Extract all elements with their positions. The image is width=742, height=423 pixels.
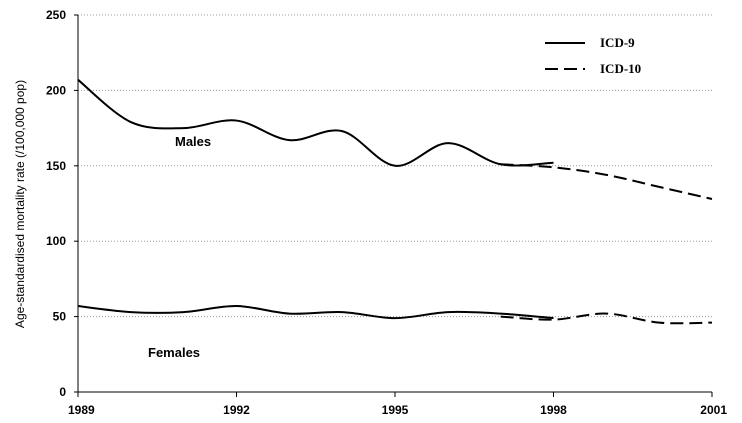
- legend-label-icd10: ICD-10: [600, 61, 641, 76]
- ticks-layer: 0 50 100 150 200 250 1989 1992 1995 1998 2001: [46, 8, 727, 417]
- series-line-females-icd9: [77, 305, 554, 320]
- annotation-females: Females: [148, 345, 200, 360]
- y-axis-title: Age-standardised mortality rate (/100,00…: [13, 80, 27, 328]
- x-tick-label: 1989: [68, 403, 95, 417]
- series-layer: [77, 79, 713, 325]
- series-line-females-icd10: [500, 312, 713, 325]
- series-line-males-icd10: [500, 163, 713, 200]
- x-tick-label: 1992: [223, 403, 250, 417]
- y-tick-label: 150: [46, 159, 66, 173]
- x-tick-label: 1998: [540, 403, 567, 417]
- x-tick-label: 2001: [700, 403, 727, 417]
- legend-label-icd9: ICD-9: [600, 35, 635, 50]
- annotation-males: Males: [175, 134, 211, 149]
- y-tick-label: 250: [46, 8, 66, 22]
- y-tick-label: 200: [46, 83, 66, 97]
- y-tick-label: 50: [53, 310, 67, 324]
- y-tick-label: 0: [59, 385, 66, 399]
- series-line-males-icd9: [77, 79, 554, 167]
- x-tick-label: 1995: [382, 403, 409, 417]
- grid-layer: [78, 14, 712, 318]
- y-tick-label: 100: [46, 234, 66, 248]
- legend: ICD-9 ICD-10: [545, 35, 641, 76]
